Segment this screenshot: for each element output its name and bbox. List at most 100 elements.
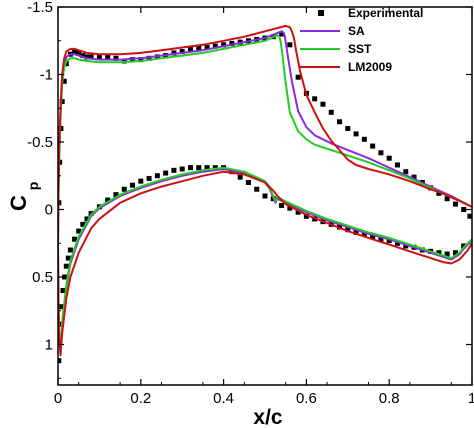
data-point: [229, 40, 235, 46]
data-point: [403, 169, 409, 175]
data-point: [105, 54, 111, 60]
data-point: [312, 96, 318, 102]
data-point: [187, 165, 193, 171]
x-tick-label: 1: [468, 390, 474, 407]
data-point: [72, 236, 78, 242]
data-point: [130, 182, 136, 188]
data-point: [386, 155, 392, 161]
data-point: [146, 55, 152, 61]
data-point: [76, 50, 82, 56]
data-point: [171, 50, 177, 56]
data-point: [394, 240, 400, 246]
data-point: [378, 236, 384, 242]
y-tick-label: 0: [45, 202, 53, 219]
tick-layer: 0 0.2 0.4 0.6 0.8 1 -1.5 -1 -0.5 0 0.5 1: [27, 0, 474, 407]
legend-label: SST: [348, 42, 372, 56]
series-line-sa: [58, 30, 472, 354]
data-point: [452, 201, 458, 207]
y-axis-title-sub: p: [25, 182, 41, 191]
data-point: [196, 45, 202, 50]
data-point: [58, 321, 63, 327]
data-point: [370, 143, 376, 149]
data-point: [80, 53, 86, 59]
data-point: [411, 174, 417, 180]
data-point: [138, 178, 144, 184]
data-point: [353, 131, 359, 137]
data-point: [65, 255, 71, 261]
data-point: [88, 54, 94, 60]
legend-entry-lm2009: LM2009: [300, 60, 392, 74]
data-point: [121, 186, 127, 192]
legend-entry-experimental: Experimental: [318, 6, 423, 20]
x-tick-label: 0.6: [296, 390, 317, 407]
legend-label: LM2009: [348, 60, 392, 74]
data-point: [254, 186, 260, 192]
series-layer: [58, 24, 472, 364]
data-point: [370, 234, 376, 239]
data-point: [58, 200, 62, 206]
x-tick-label: 0: [54, 390, 62, 407]
plot-frame: [57, 6, 473, 386]
data-point: [84, 216, 90, 222]
legend-entry-sst: SST: [300, 42, 372, 56]
data-point: [461, 207, 467, 212]
data-point: [113, 55, 119, 61]
data-point: [63, 263, 69, 269]
data-point: [72, 49, 78, 55]
data-point: [221, 42, 227, 48]
data-point: [154, 173, 160, 179]
data-point: [80, 221, 86, 227]
data-point: [444, 251, 450, 257]
data-point: [121, 58, 127, 64]
data-point: [163, 170, 169, 176]
data-point: [287, 42, 293, 48]
data-point: [204, 165, 210, 171]
data-point: [386, 238, 392, 244]
data-point: [76, 228, 82, 234]
data-point: [303, 213, 309, 219]
data-point: [361, 136, 367, 142]
data-point: [187, 46, 193, 52]
data-point: [96, 54, 102, 60]
data-point: [262, 193, 268, 199]
y-axis-title: C p: [6, 182, 41, 211]
data-point: [452, 250, 458, 256]
legend-entry-sa: SA: [300, 24, 365, 38]
data-point: [403, 243, 409, 249]
data-point: [105, 197, 111, 203]
data-point: [353, 229, 359, 235]
series-line-lm2009: [58, 24, 472, 357]
data-point: [444, 196, 450, 202]
legend-label: Experimental: [348, 6, 423, 20]
x-tick-label: 0.4: [213, 390, 234, 407]
data-point: [436, 250, 442, 256]
data-point: [212, 43, 218, 49]
data-point: [179, 49, 185, 55]
legend-label: SA: [348, 24, 365, 38]
series-line-sst: [58, 34, 472, 353]
data-point: [467, 213, 472, 219]
data-point: [229, 169, 235, 175]
data-point: [196, 165, 202, 171]
data-point: [287, 205, 293, 211]
data-point: [237, 174, 243, 180]
data-point: [345, 126, 351, 131]
x-tick-label: 0.2: [130, 390, 151, 407]
data-point: [279, 202, 285, 208]
data-point: [295, 74, 301, 80]
y-tick-label: 0.5: [32, 269, 53, 286]
data-point: [84, 54, 90, 60]
data-point: [58, 358, 62, 364]
data-point: [279, 31, 285, 37]
data-point: [67, 247, 73, 253]
y-tick-label: 1: [45, 337, 53, 354]
x-tick-label: 0.8: [379, 390, 400, 407]
data-point: [361, 231, 367, 237]
data-point: [113, 192, 119, 198]
data-point: [62, 274, 68, 280]
data-point: [59, 304, 65, 310]
data-point: [138, 57, 144, 63]
y-tick-label: -1: [40, 67, 53, 84]
data-point: [295, 209, 301, 215]
data-point: [146, 175, 152, 181]
